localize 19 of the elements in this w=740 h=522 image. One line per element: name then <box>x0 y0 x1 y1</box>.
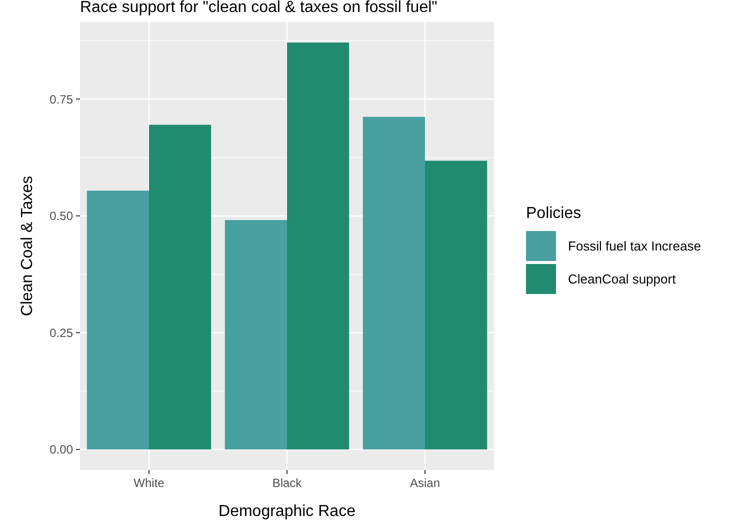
x-tick-label: White <box>134 476 165 490</box>
bar <box>149 124 212 450</box>
bar <box>86 190 149 450</box>
y-axis-title: Clean Coal & Taxes <box>19 176 36 316</box>
y-tick-label: 0.50 <box>50 209 74 224</box>
y-tick-label: 0.25 <box>50 326 74 340</box>
bar <box>362 116 425 450</box>
legend-title: Policies <box>526 205 582 222</box>
chart-title: Race support for "clean coal & taxes on fossil fuel" <box>80 0 438 16</box>
legend-label: Fossil fuel tax Increase <box>568 238 701 254</box>
y-tick-label: 0.75 <box>50 92 74 106</box>
bar <box>287 42 350 450</box>
x-tick-label: Asian <box>410 476 440 490</box>
x-axis-title: Demographic Race <box>218 503 356 520</box>
y-tick-label: 0.00 <box>50 442 74 457</box>
legend-label: CleanCoal support <box>568 272 676 287</box>
bar <box>425 160 488 450</box>
bar <box>224 220 287 450</box>
x-tick-label: Black <box>272 476 303 490</box>
